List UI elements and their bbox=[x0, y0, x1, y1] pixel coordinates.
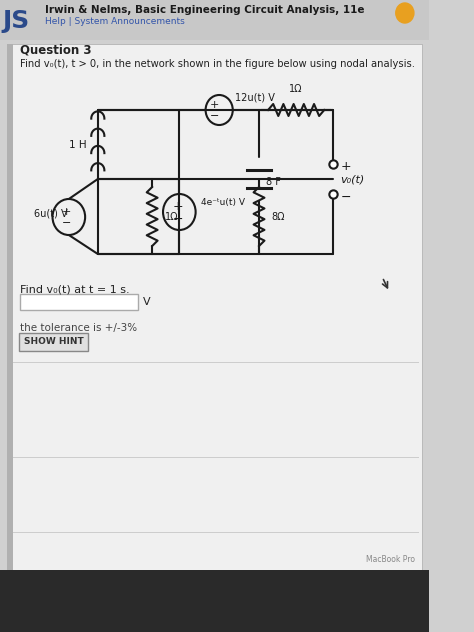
Text: 1Ω: 1Ω bbox=[290, 84, 303, 94]
Text: Find v₀(t), t > 0, in the network shown in the figure below using nodal analysis: Find v₀(t), t > 0, in the network shown … bbox=[20, 59, 415, 69]
Text: Irwin & Nelms, Basic Engineering Circuit Analysis, 11e: Irwin & Nelms, Basic Engineering Circuit… bbox=[46, 5, 365, 15]
Text: the tolerance is +/-3%: the tolerance is +/-3% bbox=[20, 323, 137, 333]
Text: Find v₀(t) at t = 1 s.: Find v₀(t) at t = 1 s. bbox=[20, 285, 129, 295]
Text: V: V bbox=[143, 297, 151, 307]
Text: +: + bbox=[210, 100, 219, 110]
Text: 4e⁻ᵗu(t) V: 4e⁻ᵗu(t) V bbox=[201, 197, 245, 207]
FancyBboxPatch shape bbox=[20, 294, 137, 310]
Text: +: + bbox=[62, 207, 71, 217]
FancyBboxPatch shape bbox=[7, 44, 422, 572]
Text: Question 3: Question 3 bbox=[20, 44, 91, 56]
Text: JS: JS bbox=[3, 9, 30, 33]
Circle shape bbox=[396, 3, 414, 23]
Text: Help | System Announcements: Help | System Announcements bbox=[46, 18, 185, 27]
FancyBboxPatch shape bbox=[0, 0, 429, 40]
Text: 8 F: 8 F bbox=[266, 177, 281, 187]
Text: −: − bbox=[210, 111, 219, 121]
Text: 8Ω: 8Ω bbox=[272, 212, 285, 221]
Text: −: − bbox=[173, 212, 183, 226]
Text: MacBook Pro: MacBook Pro bbox=[366, 556, 415, 564]
FancyBboxPatch shape bbox=[7, 44, 13, 572]
Text: v₀(t): v₀(t) bbox=[340, 174, 365, 184]
Text: 12u(t) V: 12u(t) V bbox=[236, 93, 275, 103]
Text: −: − bbox=[340, 190, 351, 204]
Text: 1Ω: 1Ω bbox=[165, 212, 178, 221]
Text: SHOW HINT: SHOW HINT bbox=[24, 337, 83, 346]
Text: +: + bbox=[340, 161, 351, 174]
Text: 6u(t) V: 6u(t) V bbox=[35, 209, 68, 219]
Text: 1 H: 1 H bbox=[69, 140, 87, 150]
FancyBboxPatch shape bbox=[19, 333, 88, 351]
FancyBboxPatch shape bbox=[0, 570, 429, 632]
Text: −: − bbox=[62, 218, 71, 228]
Text: +: + bbox=[173, 200, 184, 212]
